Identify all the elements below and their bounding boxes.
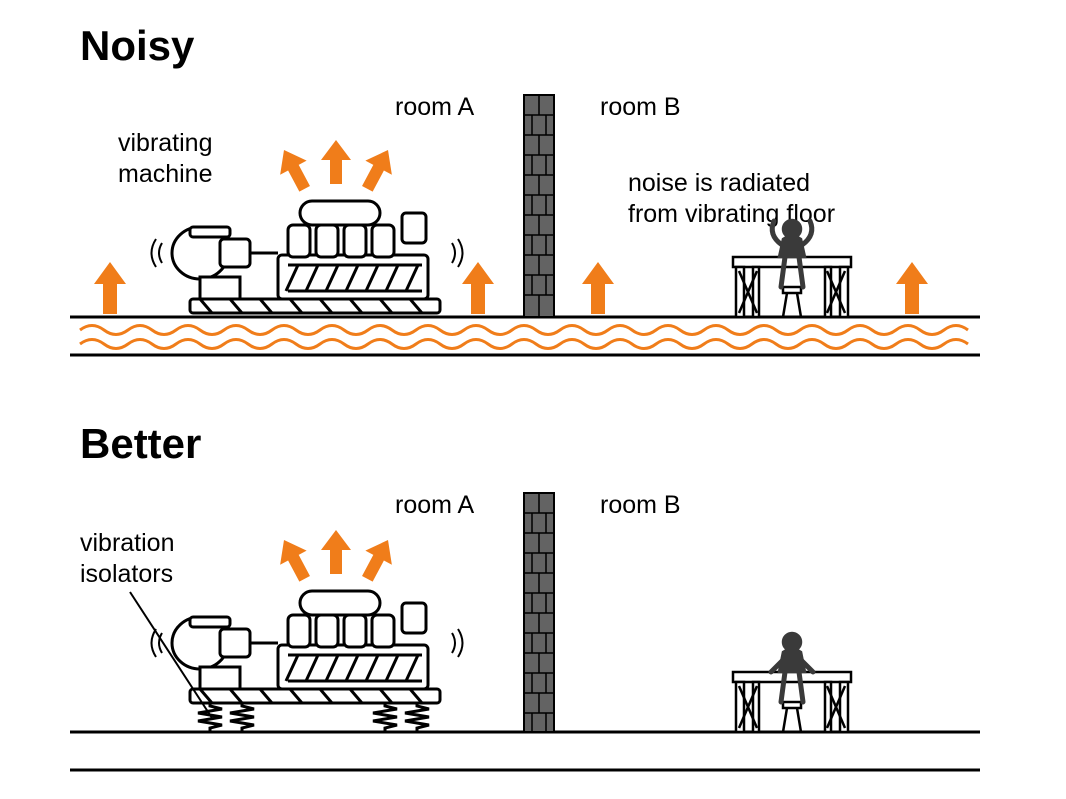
panel-better-svg <box>0 0 1066 799</box>
diagram-canvas: Noisy room A room B vibrating machine no… <box>0 0 1066 799</box>
desk-person-bottom <box>733 633 851 732</box>
machine-icon-bottom <box>152 591 463 703</box>
vibration-isolator-springs <box>198 703 429 732</box>
wall-bottom <box>524 493 554 732</box>
machine-arrows-bottom <box>271 530 401 586</box>
